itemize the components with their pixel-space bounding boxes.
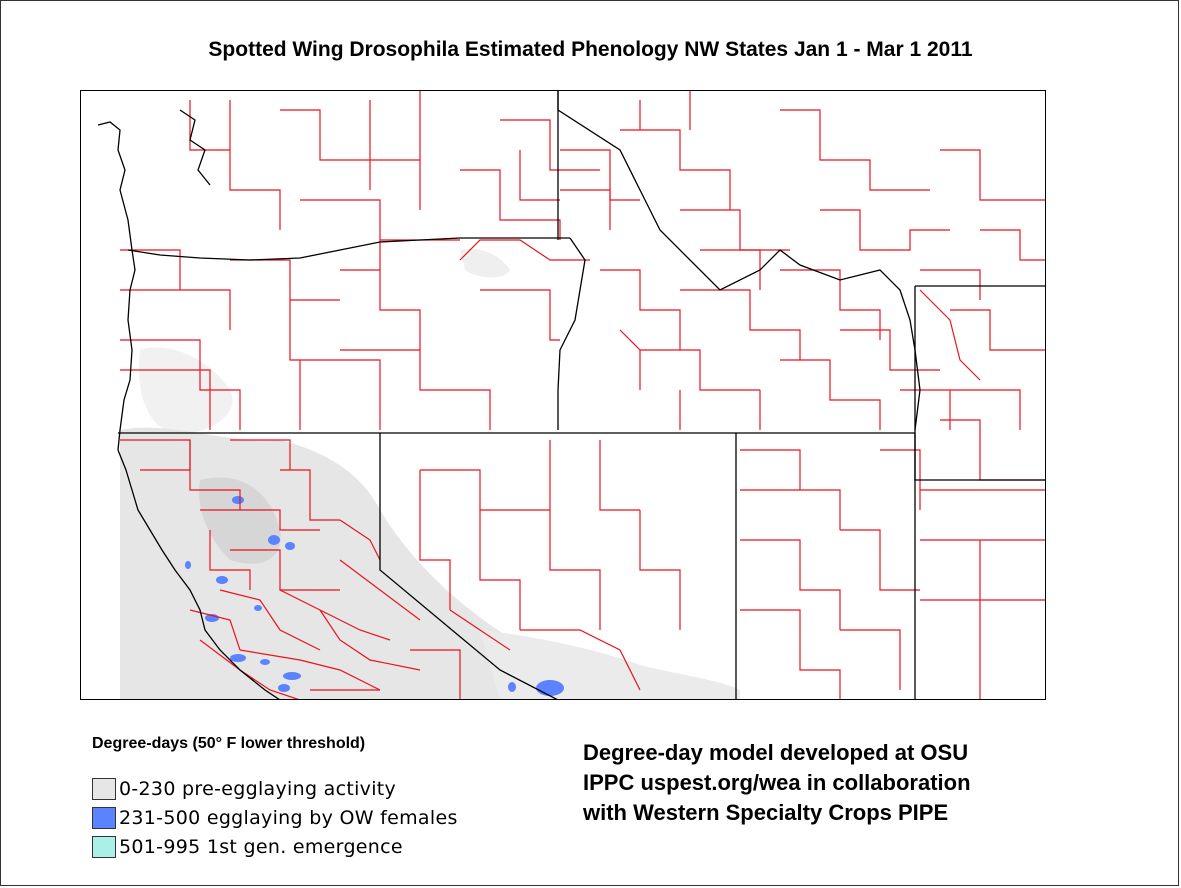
credit-line-3: with Western Specialty Crops PIPE: [583, 800, 949, 825]
legend-item-mid: 231-500 egglaying by OW females: [92, 803, 458, 832]
legend-swatch-low: [92, 777, 116, 800]
credit-line-2: IPPC uspest.org/wea in collaboration: [583, 770, 971, 795]
state-borders: [97, 90, 1046, 700]
legend-swatch-mid: [92, 806, 116, 829]
legend-item-low: 0-230 pre-egglaying activity: [92, 774, 458, 803]
legend-label-high: 501-995 1st gen. emergence: [119, 835, 403, 858]
legend-swatch-high: [92, 835, 116, 858]
legend-item-high: 501-995 1st gen. emergence: [92, 832, 458, 861]
legend-label-low: 0-230 pre-egglaying activity: [119, 777, 397, 800]
legend-heading: Degree-days (50° F lower threshold): [92, 735, 366, 752]
map-title: Spotted Wing Drosophila Estimated Phenol…: [208, 38, 973, 61]
phenology-map: [80, 90, 1046, 700]
credit-text: Degree-day model developed at OSU IPPC u…: [583, 738, 971, 828]
legend: 0-230 pre-egglaying activity 231-500 egg…: [92, 774, 458, 861]
credit-line-1: Degree-day model developed at OSU: [583, 740, 969, 765]
legend-label-mid: 231-500 egglaying by OW females: [119, 806, 458, 829]
